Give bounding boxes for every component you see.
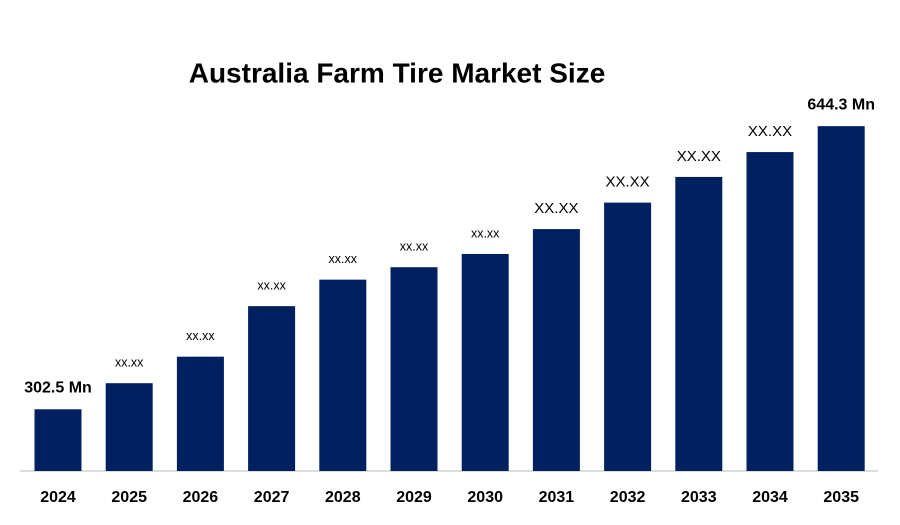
bar — [34, 409, 82, 471]
x-tick-label: 2025 — [111, 489, 147, 506]
x-tick-label: 2030 — [467, 489, 503, 506]
bar — [319, 279, 367, 471]
data-label: XX.XX — [748, 123, 792, 140]
bar — [390, 267, 438, 471]
bar — [817, 126, 865, 472]
bar — [604, 202, 652, 472]
data-label: 302.5 Mn — [24, 380, 92, 397]
bar — [105, 383, 153, 471]
x-tick-label: 2032 — [610, 489, 646, 506]
x-tick-label: 2027 — [254, 489, 290, 506]
bar — [675, 176, 723, 471]
bar — [248, 306, 296, 471]
data-label: xx.xx — [471, 226, 500, 240]
bar — [746, 152, 794, 471]
x-tick-label: 2028 — [325, 489, 361, 506]
bar — [532, 229, 580, 471]
chart-title: Australia Farm Tire Market Size — [189, 57, 606, 88]
data-label: xx.xx — [400, 240, 429, 254]
x-tick-label: 2029 — [396, 489, 432, 506]
data-label: XX.XX — [534, 200, 578, 217]
x-tick-label: 2031 — [539, 489, 575, 506]
x-tick-label: 2026 — [183, 489, 219, 506]
data-label: XX.XX — [606, 174, 650, 191]
data-label: xx.xx — [115, 355, 144, 369]
data-label: xx.xx — [329, 252, 358, 266]
data-label: XX.XX — [677, 148, 721, 165]
bar — [461, 253, 509, 471]
data-label: 644.3 Mn — [807, 96, 875, 113]
data-label: xx.xx — [257, 278, 286, 292]
data-label: xx.xx — [186, 329, 215, 343]
x-tick-label: 2034 — [752, 489, 788, 506]
bar — [176, 356, 224, 471]
x-tick-label: 2033 — [681, 489, 717, 506]
x-tick-label: 2024 — [40, 489, 76, 506]
x-tick-label: 2035 — [823, 489, 859, 506]
